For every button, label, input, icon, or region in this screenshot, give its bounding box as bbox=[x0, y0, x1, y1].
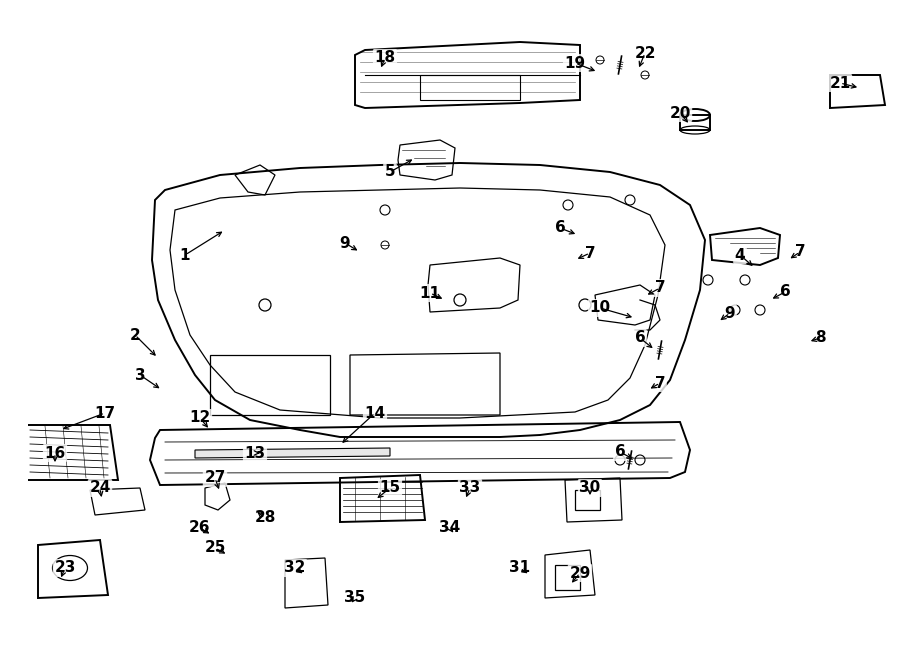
Text: 2: 2 bbox=[130, 327, 140, 342]
Text: 21: 21 bbox=[830, 75, 850, 91]
Text: 7: 7 bbox=[654, 375, 665, 391]
Text: 34: 34 bbox=[439, 520, 461, 535]
Text: 16: 16 bbox=[44, 446, 66, 461]
Text: 20: 20 bbox=[670, 106, 690, 120]
Text: 1: 1 bbox=[180, 247, 190, 262]
Text: 9: 9 bbox=[339, 235, 350, 251]
Text: 18: 18 bbox=[374, 50, 396, 65]
Text: 35: 35 bbox=[345, 590, 365, 605]
Text: 15: 15 bbox=[380, 481, 400, 496]
Text: 23: 23 bbox=[54, 561, 76, 576]
Text: 6: 6 bbox=[779, 284, 790, 299]
Bar bbox=[575, 490, 600, 510]
Text: 7: 7 bbox=[654, 280, 665, 295]
Text: 12: 12 bbox=[189, 410, 211, 426]
Text: 6: 6 bbox=[554, 221, 565, 235]
Text: 11: 11 bbox=[419, 286, 440, 301]
Text: 28: 28 bbox=[255, 510, 275, 525]
Text: 27: 27 bbox=[204, 471, 226, 485]
Text: 30: 30 bbox=[580, 481, 600, 496]
Text: 10: 10 bbox=[590, 301, 610, 315]
Text: 31: 31 bbox=[509, 561, 531, 576]
Text: 25: 25 bbox=[204, 541, 226, 555]
Text: 6: 6 bbox=[615, 444, 626, 459]
Text: 26: 26 bbox=[189, 520, 211, 535]
Text: 7: 7 bbox=[585, 245, 595, 260]
Text: 33: 33 bbox=[459, 481, 481, 496]
Text: 3: 3 bbox=[135, 368, 145, 383]
Text: 29: 29 bbox=[570, 566, 590, 580]
Polygon shape bbox=[195, 448, 390, 458]
Text: 24: 24 bbox=[89, 481, 111, 496]
Text: 17: 17 bbox=[94, 405, 115, 420]
Text: 4: 4 bbox=[734, 247, 745, 262]
Text: 14: 14 bbox=[364, 405, 385, 420]
Bar bbox=[420, 75, 520, 100]
Bar bbox=[555, 565, 580, 590]
Text: 7: 7 bbox=[795, 245, 806, 260]
Text: 32: 32 bbox=[284, 561, 306, 576]
Text: 6: 6 bbox=[634, 330, 645, 346]
Text: 22: 22 bbox=[634, 46, 656, 61]
Text: 5: 5 bbox=[384, 165, 395, 180]
Text: 8: 8 bbox=[814, 330, 825, 346]
Text: 9: 9 bbox=[724, 305, 735, 321]
Text: 19: 19 bbox=[564, 56, 586, 71]
Text: 13: 13 bbox=[245, 446, 266, 461]
